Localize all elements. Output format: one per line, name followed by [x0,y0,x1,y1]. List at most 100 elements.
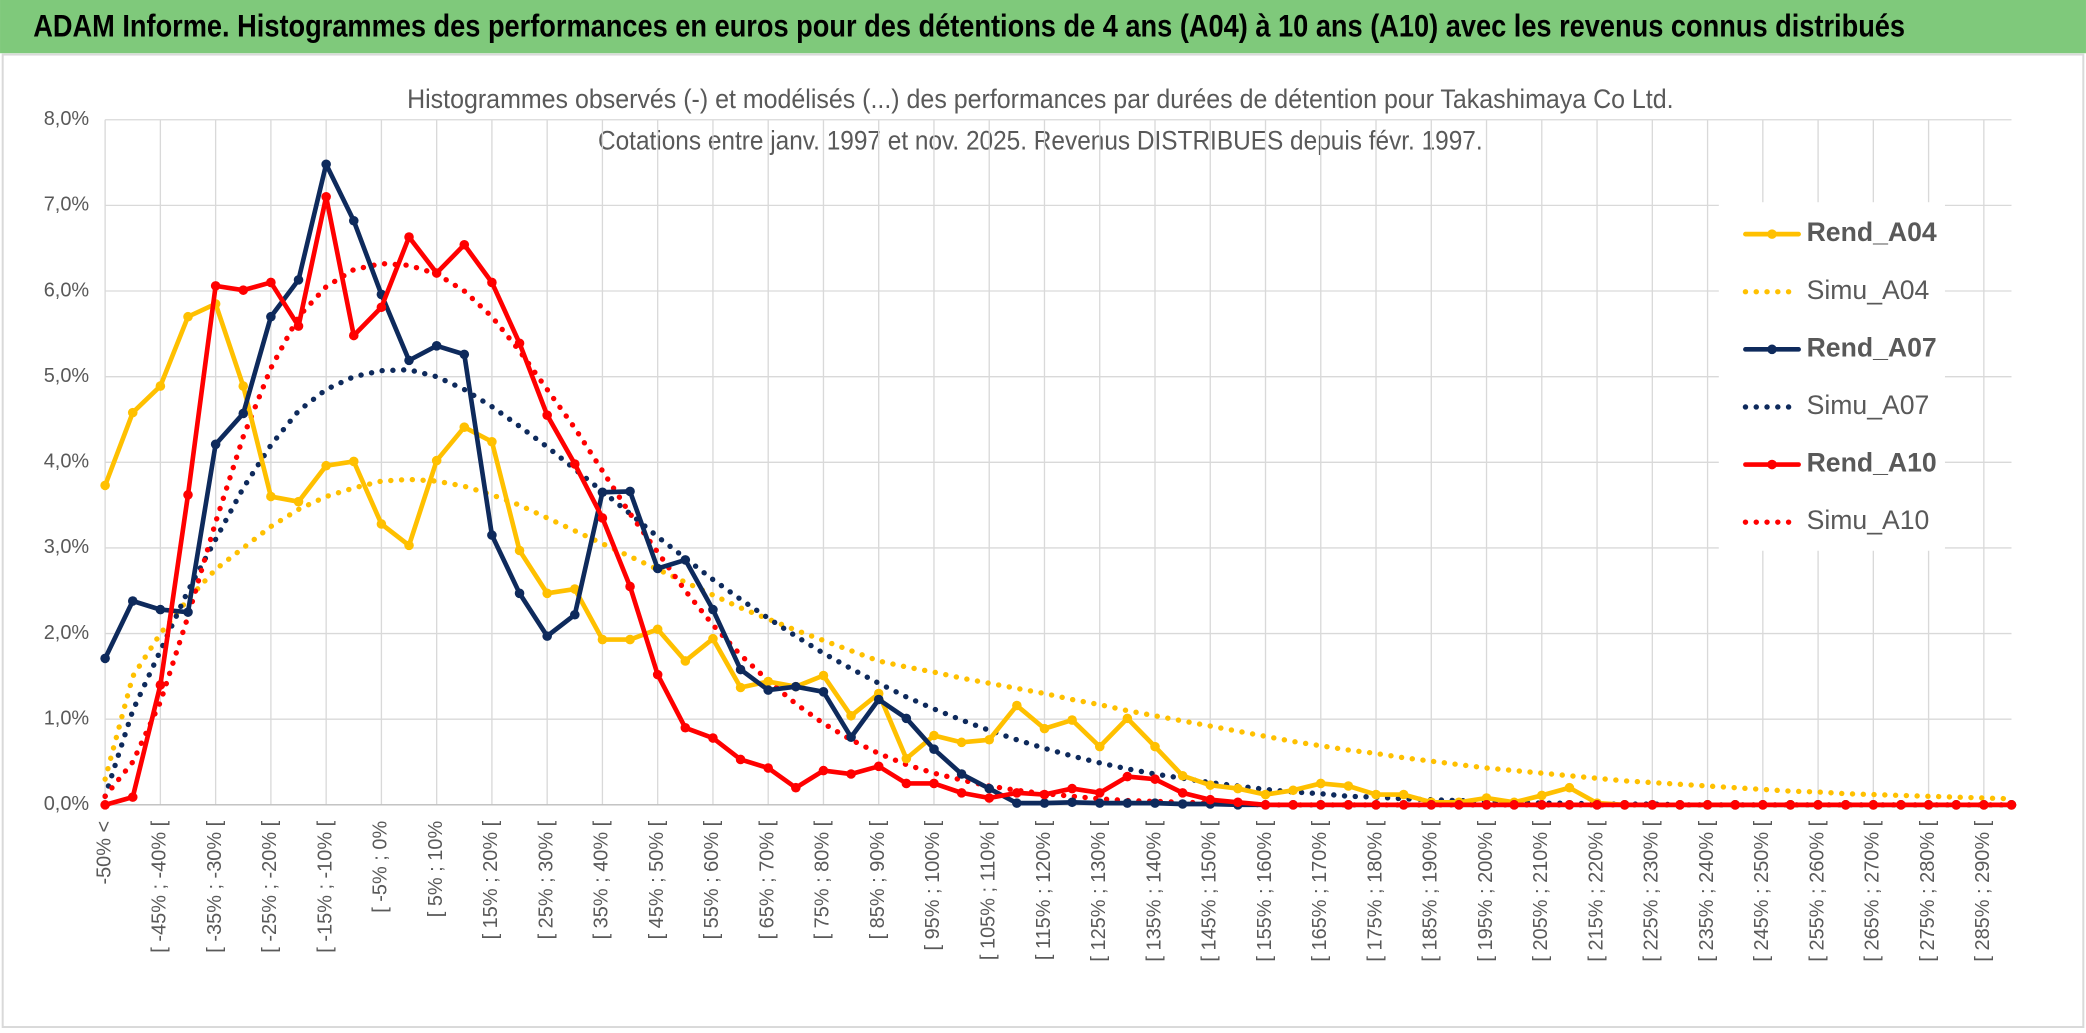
data-point [1979,800,1989,810]
x-tick-label: [ 5% ; 10% [425,821,447,918]
data-point [404,355,414,366]
data-point [1426,800,1437,810]
data-point [1730,800,1740,810]
data-point [873,694,884,705]
x-tick-label: [ -5% ; 0% [370,821,392,913]
data-point [459,422,470,432]
data-point [1150,774,1160,784]
data-point [183,311,193,322]
data-point [238,285,249,295]
legend-label: Simu_A10 [1807,505,1930,535]
x-tick-label: [ -35% ; -30% [ [204,820,226,952]
data-point [376,302,387,313]
data-point [1205,780,1216,790]
data-point [1509,800,1519,810]
data-point [487,436,497,447]
chart-border [1,53,2085,1029]
data-point [1150,798,1160,808]
legend-label: Rend_A04 [1807,217,1937,247]
data-point [542,588,552,599]
data-point [680,656,691,666]
data-point [1481,793,1492,803]
x-tick-label: [ 15% ; 20% [ [480,820,502,939]
data-point [597,487,608,498]
data-point [956,769,967,779]
x-tick-label: [ 195% ; 200% [ [1475,820,1497,961]
data-point [155,604,166,615]
x-tick-label: [ 235% ; 240% [ [1696,820,1718,961]
data-point [1205,794,1216,805]
data-point [735,754,746,765]
data-point [763,763,773,773]
data-point [791,782,801,793]
data-point [846,710,856,721]
data-point [293,321,304,331]
data-point [238,381,249,391]
legend-label: Simu_A07 [1807,390,1930,420]
data-point [348,215,359,226]
chart-title: Histogrammes observés (-) et modélisés (… [407,84,1673,114]
x-tick-label: [ 175% ; 180% [ [1364,820,1386,961]
data-point [984,734,995,745]
header-title: ADAM Informe. Histogrammes des performan… [33,7,1905,43]
data-point [1150,741,1160,752]
data-point [1923,800,1934,810]
data-point [183,490,193,500]
data-point [210,439,221,450]
x-tick-label: [ 255% ; 260% [ [1806,820,1828,961]
data-point [514,338,525,349]
series-line [102,476,2015,802]
data-point [1039,789,1050,800]
data-point [155,680,166,690]
data-point [238,408,249,419]
legend-label: Simu_A04 [1807,275,1930,305]
data-point [901,753,912,764]
data-point [1012,798,1022,808]
data-point [570,459,580,469]
data-point [1481,800,1492,810]
data-point [1094,741,1105,752]
legend-marker [1767,344,1777,355]
data-point [404,540,414,551]
data-point [1564,800,1575,810]
data-point [625,486,635,497]
y-tick-label: 0,0% [44,793,90,815]
data-point [846,732,856,742]
x-tick-label: [ 265% ; 270% [ [1862,820,1884,961]
data-point [597,513,608,523]
data-point [2006,800,2017,810]
data-point [956,737,967,748]
data-point [1454,800,1464,810]
data-point [735,664,746,675]
data-point [873,761,884,772]
x-tick-label: -50% < [93,821,115,885]
data-point [321,192,331,202]
x-tick-label: [ 125% ; 130% [ [1088,820,1110,961]
data-point [100,653,110,664]
data-point [1371,800,1381,810]
y-tick-label: 5,0% [44,365,90,387]
data-point [1288,800,1298,810]
data-point [100,480,110,491]
legend-marker [1767,459,1777,470]
y-tick-label: 7,0% [44,194,90,216]
data-point [929,778,939,789]
y-tick-label: 1,0% [44,707,90,729]
data-point [846,769,856,779]
data-point [1315,800,1326,810]
data-point [1094,788,1105,798]
data-point [1067,715,1077,725]
data-point [1012,788,1022,798]
data-point [708,733,718,743]
x-tick-label: [ 185% ; 190% [ [1420,820,1442,961]
data-point [266,491,276,502]
data-point [514,588,525,599]
data-point [1343,800,1354,810]
x-tick-label: [ 135% ; 140% [ [1143,820,1165,961]
data-point [127,596,138,606]
data-point [1564,782,1575,793]
data-point [735,682,746,693]
data-point [1233,797,1243,808]
